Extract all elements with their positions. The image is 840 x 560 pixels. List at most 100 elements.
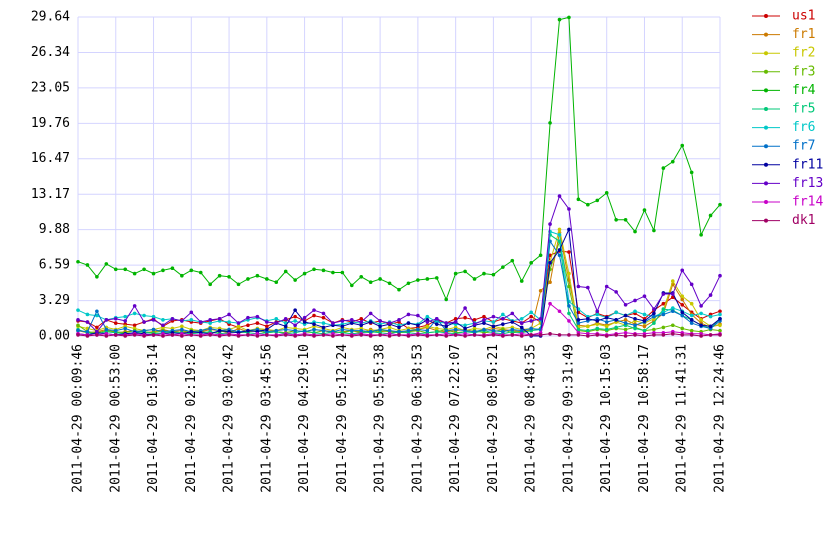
data-point bbox=[246, 323, 250, 328]
data-point bbox=[519, 325, 524, 330]
data-point bbox=[208, 326, 212, 331]
data-point bbox=[689, 333, 694, 337]
data-point bbox=[718, 202, 722, 207]
x-tick-label: 2011-04-29 03:45:56 bbox=[259, 344, 274, 493]
data-point bbox=[349, 283, 354, 288]
data-point bbox=[633, 326, 637, 331]
data-point bbox=[274, 321, 279, 325]
data-point bbox=[265, 333, 269, 337]
data-point bbox=[444, 328, 449, 333]
data-point bbox=[548, 301, 552, 306]
data-point bbox=[623, 217, 628, 222]
data-point bbox=[670, 332, 675, 336]
data-point bbox=[482, 318, 486, 322]
data-point bbox=[680, 268, 685, 273]
legend-marker bbox=[764, 32, 768, 37]
data-point bbox=[652, 321, 656, 325]
legend-marker bbox=[764, 107, 768, 111]
data-point bbox=[586, 202, 590, 207]
data-point bbox=[661, 312, 666, 317]
data-point bbox=[104, 262, 109, 266]
data-point bbox=[151, 271, 156, 276]
data-point bbox=[444, 321, 449, 325]
data-point bbox=[718, 316, 722, 321]
data-point bbox=[519, 321, 524, 325]
data-point bbox=[208, 318, 212, 322]
data-point bbox=[161, 334, 165, 338]
data-point bbox=[623, 302, 628, 307]
data-point bbox=[652, 311, 656, 316]
data-point bbox=[151, 314, 156, 319]
y-tick-label: 29.64 bbox=[31, 10, 70, 25]
data-point bbox=[425, 334, 430, 338]
series-line bbox=[77, 232, 721, 334]
data-point bbox=[661, 301, 666, 306]
data-point bbox=[274, 328, 279, 333]
legend-marker bbox=[764, 14, 768, 18]
data-point bbox=[397, 318, 401, 322]
data-point bbox=[623, 334, 628, 338]
data-point bbox=[595, 309, 600, 314]
data-point bbox=[670, 279, 675, 283]
data-point bbox=[718, 309, 722, 314]
data-point bbox=[652, 327, 656, 332]
data-point bbox=[265, 324, 269, 329]
data-point bbox=[283, 333, 288, 337]
data-point bbox=[302, 320, 307, 324]
data-point bbox=[397, 329, 401, 334]
data-point bbox=[340, 333, 345, 337]
data-point bbox=[359, 320, 364, 324]
data-point bbox=[699, 311, 703, 316]
data-point bbox=[227, 333, 231, 337]
data-point bbox=[472, 277, 477, 281]
data-point bbox=[265, 327, 269, 332]
data-point bbox=[312, 322, 316, 326]
data-point bbox=[661, 292, 666, 296]
data-point bbox=[161, 323, 165, 328]
legend-marker bbox=[764, 181, 768, 186]
data-point bbox=[189, 318, 194, 322]
data-point bbox=[491, 328, 496, 333]
data-point bbox=[142, 267, 146, 272]
data-point bbox=[614, 217, 618, 222]
data-point bbox=[416, 313, 420, 318]
data-point bbox=[274, 334, 279, 338]
data-point bbox=[482, 327, 486, 332]
data-point bbox=[416, 327, 420, 332]
data-point bbox=[529, 333, 533, 337]
data-point bbox=[293, 308, 297, 312]
data-point bbox=[340, 319, 345, 323]
data-point bbox=[491, 324, 496, 329]
data-point bbox=[397, 325, 401, 330]
data-point bbox=[321, 311, 326, 316]
data-point bbox=[246, 315, 250, 320]
x-tick-label: 2011-04-29 10:15:03 bbox=[599, 344, 614, 493]
data-point bbox=[567, 319, 571, 323]
y-tick-label: 13.17 bbox=[31, 187, 70, 202]
data-point bbox=[614, 310, 618, 315]
data-point bbox=[227, 275, 231, 279]
data-point bbox=[349, 321, 354, 325]
data-point bbox=[76, 259, 80, 264]
data-point bbox=[227, 312, 231, 317]
data-point bbox=[340, 327, 345, 332]
data-point bbox=[444, 334, 449, 338]
data-point bbox=[538, 333, 543, 337]
data-point bbox=[604, 320, 609, 324]
data-point bbox=[170, 266, 175, 270]
x-tick-label: 2011-04-29 08:05:21 bbox=[486, 344, 501, 493]
data-point bbox=[463, 334, 467, 338]
data-point bbox=[255, 334, 260, 338]
y-tick-label: 0.00 bbox=[39, 329, 70, 344]
data-point bbox=[274, 280, 279, 284]
data-point bbox=[217, 328, 222, 333]
data-point bbox=[604, 284, 609, 289]
data-point bbox=[614, 290, 618, 294]
data-point bbox=[189, 268, 194, 273]
data-point bbox=[567, 15, 571, 20]
data-point bbox=[378, 324, 382, 329]
data-point bbox=[519, 328, 524, 333]
data-point bbox=[501, 329, 505, 334]
data-point bbox=[227, 320, 231, 324]
data-point bbox=[586, 324, 590, 329]
